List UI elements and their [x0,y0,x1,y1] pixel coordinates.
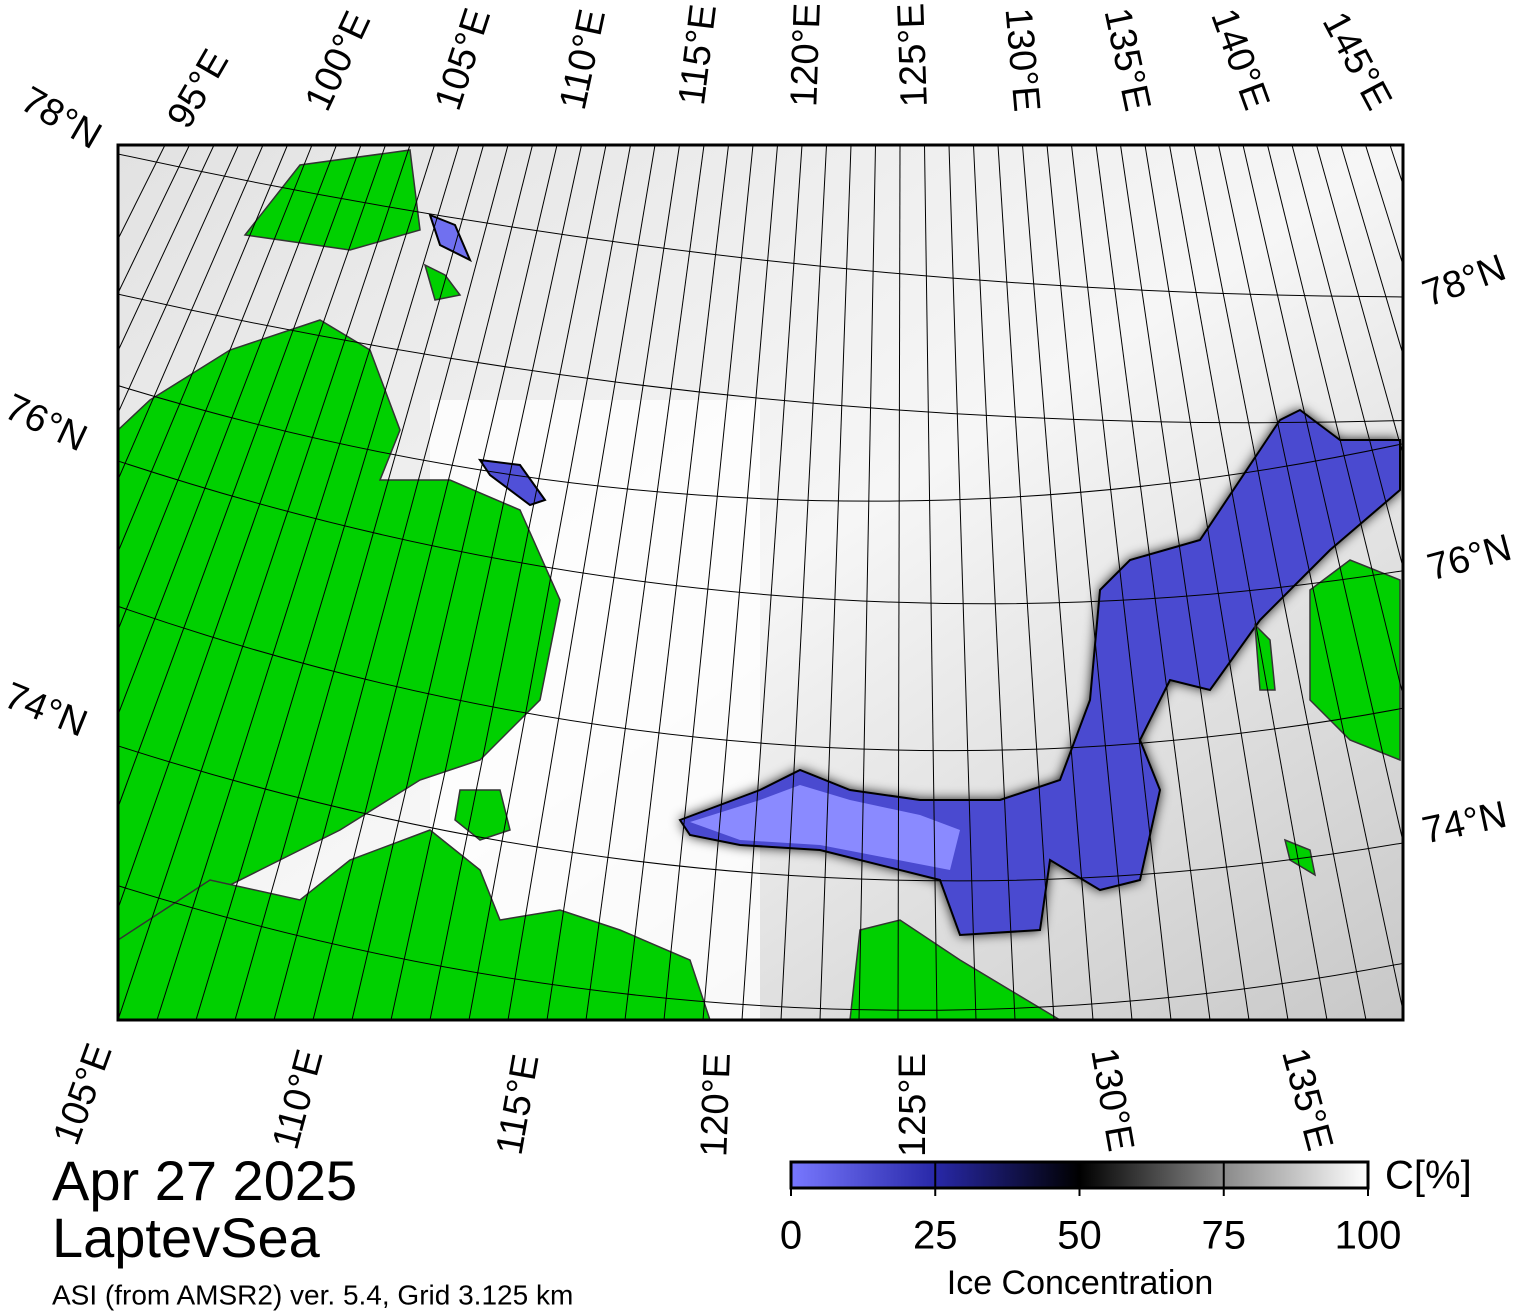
bottom-label: 125°E [892,1053,934,1157]
meridian [924,145,938,1020]
region: LaptevSea [52,1206,321,1269]
meridian [1316,145,1403,457]
top-label: 120°E [783,2,829,107]
top-label: 125°E [890,2,936,107]
top-label: 145°E [1314,5,1400,117]
date: Apr 27 2025 [52,1149,357,1212]
bottom-label: 105°E [46,1038,121,1150]
map-frame [116,143,1405,1022]
meridian [312,145,533,1020]
colorbar-tick-label: 25 [913,1214,958,1258]
left-label: 76°N [0,386,93,460]
meridian [390,145,582,1020]
meridian [1144,145,1289,1020]
meridian [1095,145,1211,1020]
colorbar-tick-label: 0 [780,1214,802,1258]
colorbar-tick-label: 50 [1057,1214,1102,1258]
parallel [118,885,1403,1011]
thin-ice [690,785,960,870]
bottom-label: 110°E [265,1045,332,1154]
colorbar-title: Ice Concentration [947,1264,1214,1302]
bottom-label: 130°E [1082,1045,1141,1155]
meridian [897,145,901,1020]
right-label: 74°N [1419,794,1511,853]
meridian [1267,145,1403,698]
meridian [429,145,607,1020]
meridian [624,145,729,1020]
meridian [702,145,778,1020]
colorbar-ticks: 0 25 50 75 100 [780,1162,1402,1258]
source: ASI (from AMSR2) ver. 5.4, Grid 3.125 km [52,1279,573,1310]
meridian [858,145,876,1020]
meridian [1120,145,1250,1020]
top-label: 140°E [1202,3,1277,115]
meridian [118,145,362,809]
meridian [997,145,1055,1020]
meridian [118,145,313,632]
top-label: 110°E [552,6,614,114]
meridian [663,145,754,1020]
top-label: 130°E [997,6,1048,113]
meridian [118,145,215,353]
meridian [468,145,631,1020]
left-label: 74°N [0,675,93,746]
bottom-label: 120°E [693,1052,739,1157]
meridian [546,145,680,1020]
meridian [948,145,977,1020]
colorbar-unit: C[%] [1385,1154,1472,1198]
right-label: 78°N [1417,247,1511,316]
top-label: 115°E [671,2,725,107]
meridian [1291,145,1403,570]
meridian [1071,145,1172,1020]
meridian [118,145,386,911]
meridian [1046,145,1133,1020]
meridian [973,145,1016,1020]
parallel [118,745,1403,882]
bottom-label: 135°E [1273,1044,1340,1155]
top-label: 95°E [159,43,237,136]
right-label: 76°N [1423,527,1516,590]
meridian [1169,145,1328,1020]
parallel [118,460,1403,605]
map-body [118,145,1525,1020]
left-label: 78°N [14,79,109,158]
meridian [118,145,239,415]
colorbar-tick-label: 100 [1335,1214,1402,1258]
meridian [1193,145,1367,1020]
meridian [1022,145,1094,1020]
land [118,149,1401,1020]
meridian [1340,145,1403,357]
bottom-label: 115°E [489,1051,548,1158]
meridian [118,145,411,1020]
parallel [118,605,1403,752]
meridian [118,145,337,717]
parallel [118,153,1403,298]
meridian [780,145,827,1020]
top-label: 100°E [297,5,379,117]
meridian [819,145,852,1020]
top-label: 105°E [427,3,499,115]
meridian [1218,145,1403,1014]
meridian [195,145,460,1020]
meridian [1242,145,1403,844]
meridian [273,145,509,1020]
meridian [741,145,803,1020]
parallel [118,293,1403,424]
meridian [118,145,264,482]
parallel [118,385,1403,502]
meridian [118,145,288,554]
graticule [118,145,1525,1020]
meridian [1513,145,1525,1020]
top-label: 135°E [1096,4,1159,114]
water-patch [428,213,472,263]
meridian [507,145,656,1020]
water-patch [477,458,547,507]
meridian [234,145,484,1020]
meridian [351,145,558,1020]
meridian [585,145,705,1020]
meridian [156,145,435,1020]
colorbar-tick-label: 75 [1202,1214,1247,1258]
